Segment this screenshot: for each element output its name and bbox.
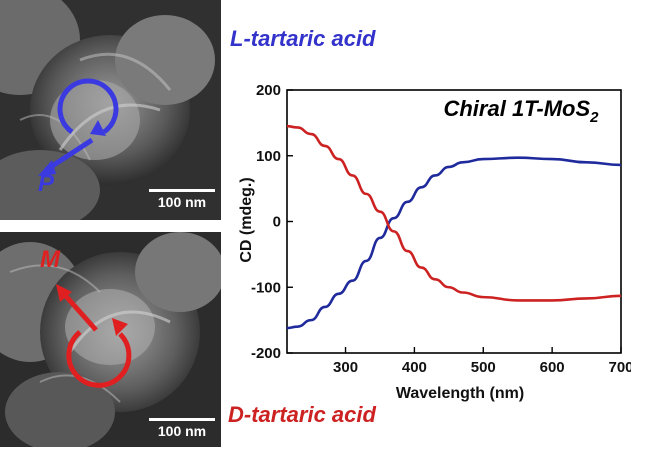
chart-title-subscript: 2 [589,109,599,126]
y-tick-label--200: -200 [251,345,281,362]
y-tick-label--100: -100 [251,279,281,296]
x-tick-label-300: 300 [333,359,358,376]
scale-bar-bottom: 100 nm [149,418,215,439]
x-tick-label-600: 600 [540,359,565,376]
scale-bar-label-bottom: 100 nm [157,423,207,439]
plot-area: 300 400 500 600 700 -200 -100 0 100 200 [251,82,631,376]
sem-image-bottom: M 100 nm [0,232,221,447]
scale-bar-top: 100 nm [149,189,215,210]
sem-image-top: P 100 nm [0,0,221,220]
x-tick-label-400: 400 [402,359,427,376]
rotation-arrow-m-icon [56,284,132,388]
rotation-arrow-p-icon [38,78,119,176]
series-line-2 [286,124,622,302]
caption-l-tartaric: L-tartaric acid [230,26,376,51]
y-tick-label-200: 200 [256,82,281,99]
x-tick-label-500: 500 [471,359,496,376]
helix-label-m: M [40,246,60,273]
helix-label-p: P [38,170,55,197]
series-line-1 [286,156,622,330]
chart-title: Chiral 1T-MoS2 [443,96,599,126]
y-tick-label-0: 0 [273,214,281,231]
caption-d-tartaric: D-tartaric acid [228,402,376,427]
y-tick-label-100: 100 [256,148,281,165]
x-tick-label-700: 700 [608,359,631,376]
cd-spectrum-chart: 300 400 500 600 700 -200 -100 0 100 200 CD (mdeg.… [238,82,631,402]
y-axis-label: CD (mdeg.) [238,177,255,262]
plot-frame [286,89,622,354]
scale-bar-label-top: 100 nm [157,194,207,210]
sem-texture-top [0,0,221,220]
x-axis-label: Wavelength (nm) [396,385,524,402]
chart-title-main: Chiral 1T-MoS [443,96,590,121]
